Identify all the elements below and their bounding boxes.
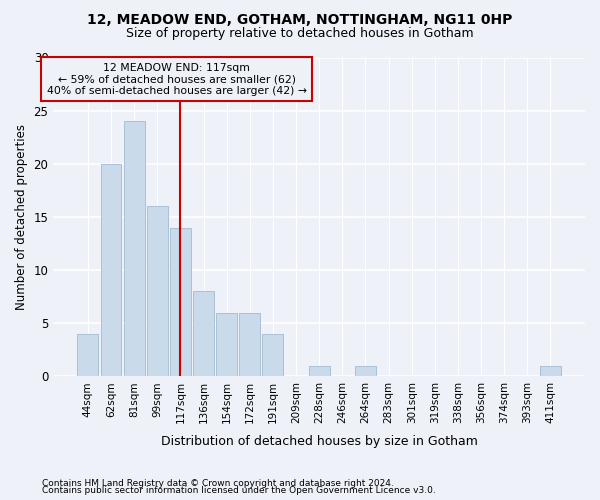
Bar xyxy=(239,312,260,376)
Bar xyxy=(77,334,98,376)
Bar xyxy=(309,366,329,376)
Bar xyxy=(355,366,376,376)
Text: 12 MEADOW END: 117sqm
← 59% of detached houses are smaller (62)
40% of semi-deta: 12 MEADOW END: 117sqm ← 59% of detached … xyxy=(47,63,307,96)
Bar xyxy=(193,292,214,376)
Bar xyxy=(101,164,121,376)
Bar xyxy=(540,366,561,376)
Bar xyxy=(216,312,237,376)
Text: 12, MEADOW END, GOTHAM, NOTTINGHAM, NG11 0HP: 12, MEADOW END, GOTHAM, NOTTINGHAM, NG11… xyxy=(88,12,512,26)
Bar xyxy=(262,334,283,376)
Text: Size of property relative to detached houses in Gotham: Size of property relative to detached ho… xyxy=(126,28,474,40)
Text: Contains HM Land Registry data © Crown copyright and database right 2024.: Contains HM Land Registry data © Crown c… xyxy=(42,478,394,488)
Text: Contains public sector information licensed under the Open Government Licence v3: Contains public sector information licen… xyxy=(42,486,436,495)
Y-axis label: Number of detached properties: Number of detached properties xyxy=(15,124,28,310)
Bar xyxy=(170,228,191,376)
X-axis label: Distribution of detached houses by size in Gotham: Distribution of detached houses by size … xyxy=(161,434,478,448)
Bar xyxy=(124,122,145,376)
Bar xyxy=(147,206,167,376)
